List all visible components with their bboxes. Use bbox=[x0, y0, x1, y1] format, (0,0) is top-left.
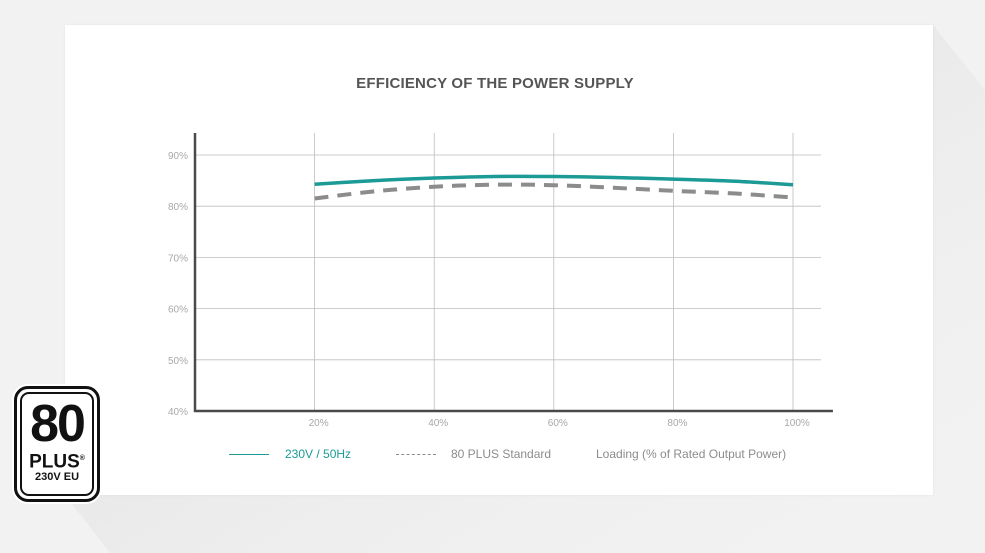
y-tick-label-5: 90% bbox=[168, 151, 188, 162]
badge-registered: ® bbox=[79, 455, 85, 462]
series-line-230v-50hz bbox=[314, 174, 794, 187]
x-tick-label-2: 60% bbox=[548, 418, 568, 429]
y-tick-label-3: 70% bbox=[168, 253, 188, 264]
x-tick-label-3: 80% bbox=[667, 418, 687, 429]
badge-frame: 80 PLUS® 230V EU bbox=[20, 392, 94, 496]
y-tick-label-4: 80% bbox=[168, 202, 188, 213]
badge-number: 80 bbox=[30, 395, 86, 453]
badge-plus-text: PLUS bbox=[29, 451, 80, 473]
y-tick-label-0: 40% bbox=[168, 407, 188, 418]
chart-card bbox=[65, 25, 933, 495]
x-tick-label-1: 40% bbox=[428, 418, 448, 429]
x-axis-label: Loading (% of Rated Output Power) bbox=[596, 447, 787, 461]
legend-label-80plus: 80 PLUS Standard bbox=[451, 447, 552, 461]
legend-line-80plus bbox=[396, 454, 436, 455]
80-plus-badge: 80 PLUS® 230V EU bbox=[14, 386, 100, 502]
legend-line-230v bbox=[229, 454, 269, 455]
badge-plus: PLUS® bbox=[22, 450, 92, 471]
x-tick-label-4: 100% bbox=[784, 418, 810, 429]
chart-title: EFFICIENCY OF THE POWER SUPPLY bbox=[356, 75, 634, 92]
y-tick-label-1: 50% bbox=[168, 356, 188, 367]
legend-label-230v: 230V / 50Hz bbox=[285, 447, 352, 461]
series-line-80-plus-standard bbox=[314, 182, 794, 201]
y-tick-label-2: 60% bbox=[168, 305, 188, 316]
x-tick-label-0: 20% bbox=[309, 418, 329, 429]
badge-subtitle: 230V EU bbox=[34, 471, 80, 484]
